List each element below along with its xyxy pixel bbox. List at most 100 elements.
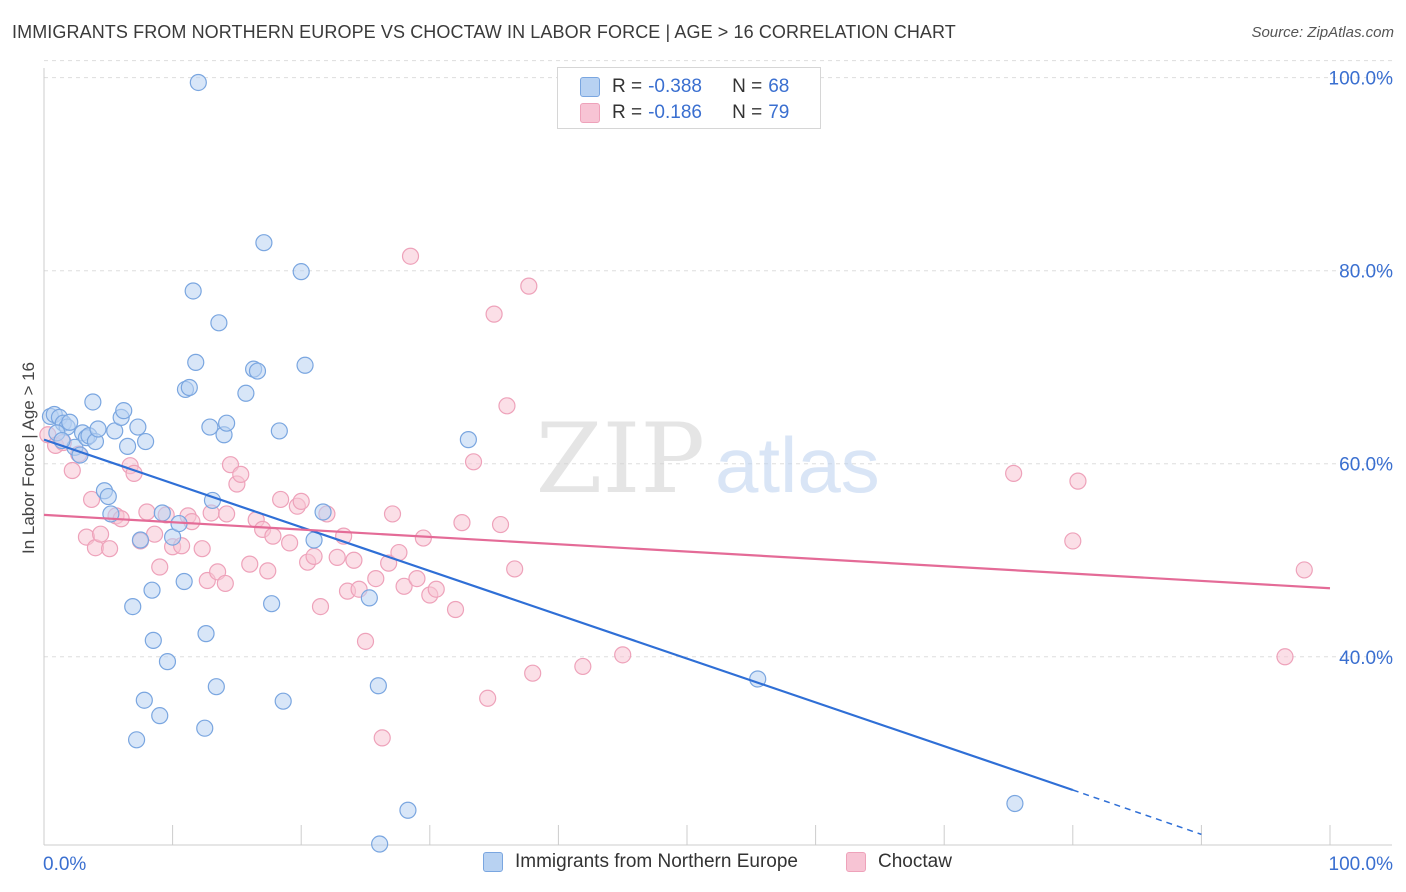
choctaw-point [281, 534, 299, 552]
northern-europe-point [248, 362, 267, 380]
choctaw-point [345, 551, 363, 569]
choctaw-point [63, 461, 81, 480]
legend-swatch-blue [483, 852, 503, 872]
northern-europe-point [270, 422, 288, 440]
legend-swatch-pink [846, 852, 866, 872]
legend-item-choctaw[interactable]: Choctaw [846, 851, 952, 873]
trend-layer [43, 438, 1331, 836]
northern-europe-point [61, 413, 79, 431]
choctaw-point [520, 277, 538, 295]
axis-layer: 40.0% 60.0% 80.0% 100.0% [43, 68, 1394, 846]
northern-europe-point [180, 378, 198, 397]
choctaw-point [401, 247, 420, 265]
choctaw-point [328, 548, 346, 566]
northern-europe-point [158, 653, 177, 671]
northern-europe-point [210, 314, 228, 332]
choctaw-point [100, 540, 119, 558]
northern-europe-trendline-extension [1072, 789, 1202, 836]
legend-swatch-pink [580, 103, 600, 123]
series-legend: Immigrants from Northern Europe Choctaw [0, 851, 1406, 879]
northern-europe-point [151, 707, 169, 725]
choctaw-point [1005, 464, 1023, 482]
northern-europe-point [263, 595, 281, 613]
northern-europe-point [184, 282, 202, 300]
watermark-atlas: atlas [715, 421, 880, 509]
northern-europe-point [189, 73, 207, 92]
choctaw-point [373, 729, 391, 747]
choctaw-point [479, 689, 497, 707]
r-value: -0.186 [648, 102, 702, 123]
watermark-zip: ZIP [536, 403, 705, 515]
northern-europe-point [197, 625, 215, 643]
legend-label: Immigrants from Northern Europe [515, 851, 798, 872]
chart-title: IMMIGRANTS FROM NORTHERN EUROPE VS CHOCT… [12, 22, 956, 42]
choctaw-point [446, 600, 465, 619]
northern-europe-point [218, 414, 236, 432]
r-label: R = [612, 76, 643, 97]
points-layer [39, 73, 1313, 853]
choctaw-point [1295, 561, 1313, 579]
northern-europe-point [459, 431, 477, 449]
choctaw-point [264, 527, 282, 545]
watermark: ZIP atlas [536, 403, 880, 515]
choctaw-point [138, 503, 156, 521]
choctaw-point [367, 569, 385, 588]
northern-europe-point [136, 432, 155, 451]
y-tick-label: 80.0% [1339, 262, 1393, 283]
northern-europe-point [144, 631, 162, 649]
choctaw-point [414, 529, 432, 547]
y-tick-label: 100.0% [1329, 69, 1394, 90]
choctaw-point [1276, 648, 1294, 666]
legend-item-northern-europe[interactable]: Immigrants from Northern Europe [483, 851, 798, 873]
r-value: -0.388 [648, 76, 702, 97]
northern-europe-point [369, 677, 387, 695]
choctaw-point [232, 465, 250, 483]
choctaw-point [218, 505, 236, 523]
choctaw-point [356, 632, 375, 650]
grid-layer [44, 60, 1392, 658]
northern-europe-point [292, 263, 310, 281]
choctaw-point [427, 580, 445, 598]
choctaw-point [395, 577, 413, 595]
choctaw-point [272, 490, 290, 509]
northern-europe-point [143, 581, 161, 599]
northern-europe-point [135, 691, 153, 709]
northern-europe-point [115, 402, 133, 420]
source-label: Source: ZipAtlas.com [1251, 24, 1394, 41]
choctaw-point [216, 574, 234, 593]
northern-europe-trendline [43, 438, 1074, 792]
choctaw-point [464, 453, 483, 471]
legend-swatch-blue [580, 77, 600, 97]
choctaw-point [485, 305, 503, 323]
northern-europe-point [131, 531, 150, 549]
n-label: N = [732, 102, 763, 123]
choctaw-point [408, 569, 426, 588]
northern-europe-point [127, 731, 146, 749]
northern-europe-point [207, 678, 225, 696]
choctaw-point [524, 664, 542, 682]
northern-europe-point [360, 589, 378, 607]
northern-europe-point [187, 353, 205, 371]
y-axis-label: In Labor Force | Age > 16 [19, 362, 38, 554]
choctaw-point [614, 646, 632, 664]
choctaw-point [498, 397, 516, 415]
y-tick-label: 40.0% [1339, 648, 1393, 669]
choctaw-point [305, 547, 323, 566]
northern-europe-point [84, 393, 102, 411]
legend-label: Choctaw [878, 851, 952, 872]
northern-europe-point [399, 801, 417, 819]
choctaw-point [193, 540, 211, 558]
northern-europe-point [371, 835, 389, 853]
choctaw-point [82, 490, 101, 509]
choctaw-point [151, 558, 169, 576]
choctaw-point [506, 560, 524, 578]
northern-europe-point [89, 420, 107, 438]
northern-europe-point [1006, 794, 1024, 813]
choctaw-point [453, 514, 471, 532]
legend-row-pink: R = -0.186 N = 79 [580, 100, 789, 126]
r-label: R = [612, 102, 643, 123]
choctaw-point [311, 597, 330, 616]
northern-europe-point [201, 418, 219, 436]
n-value: 79 [768, 102, 790, 123]
